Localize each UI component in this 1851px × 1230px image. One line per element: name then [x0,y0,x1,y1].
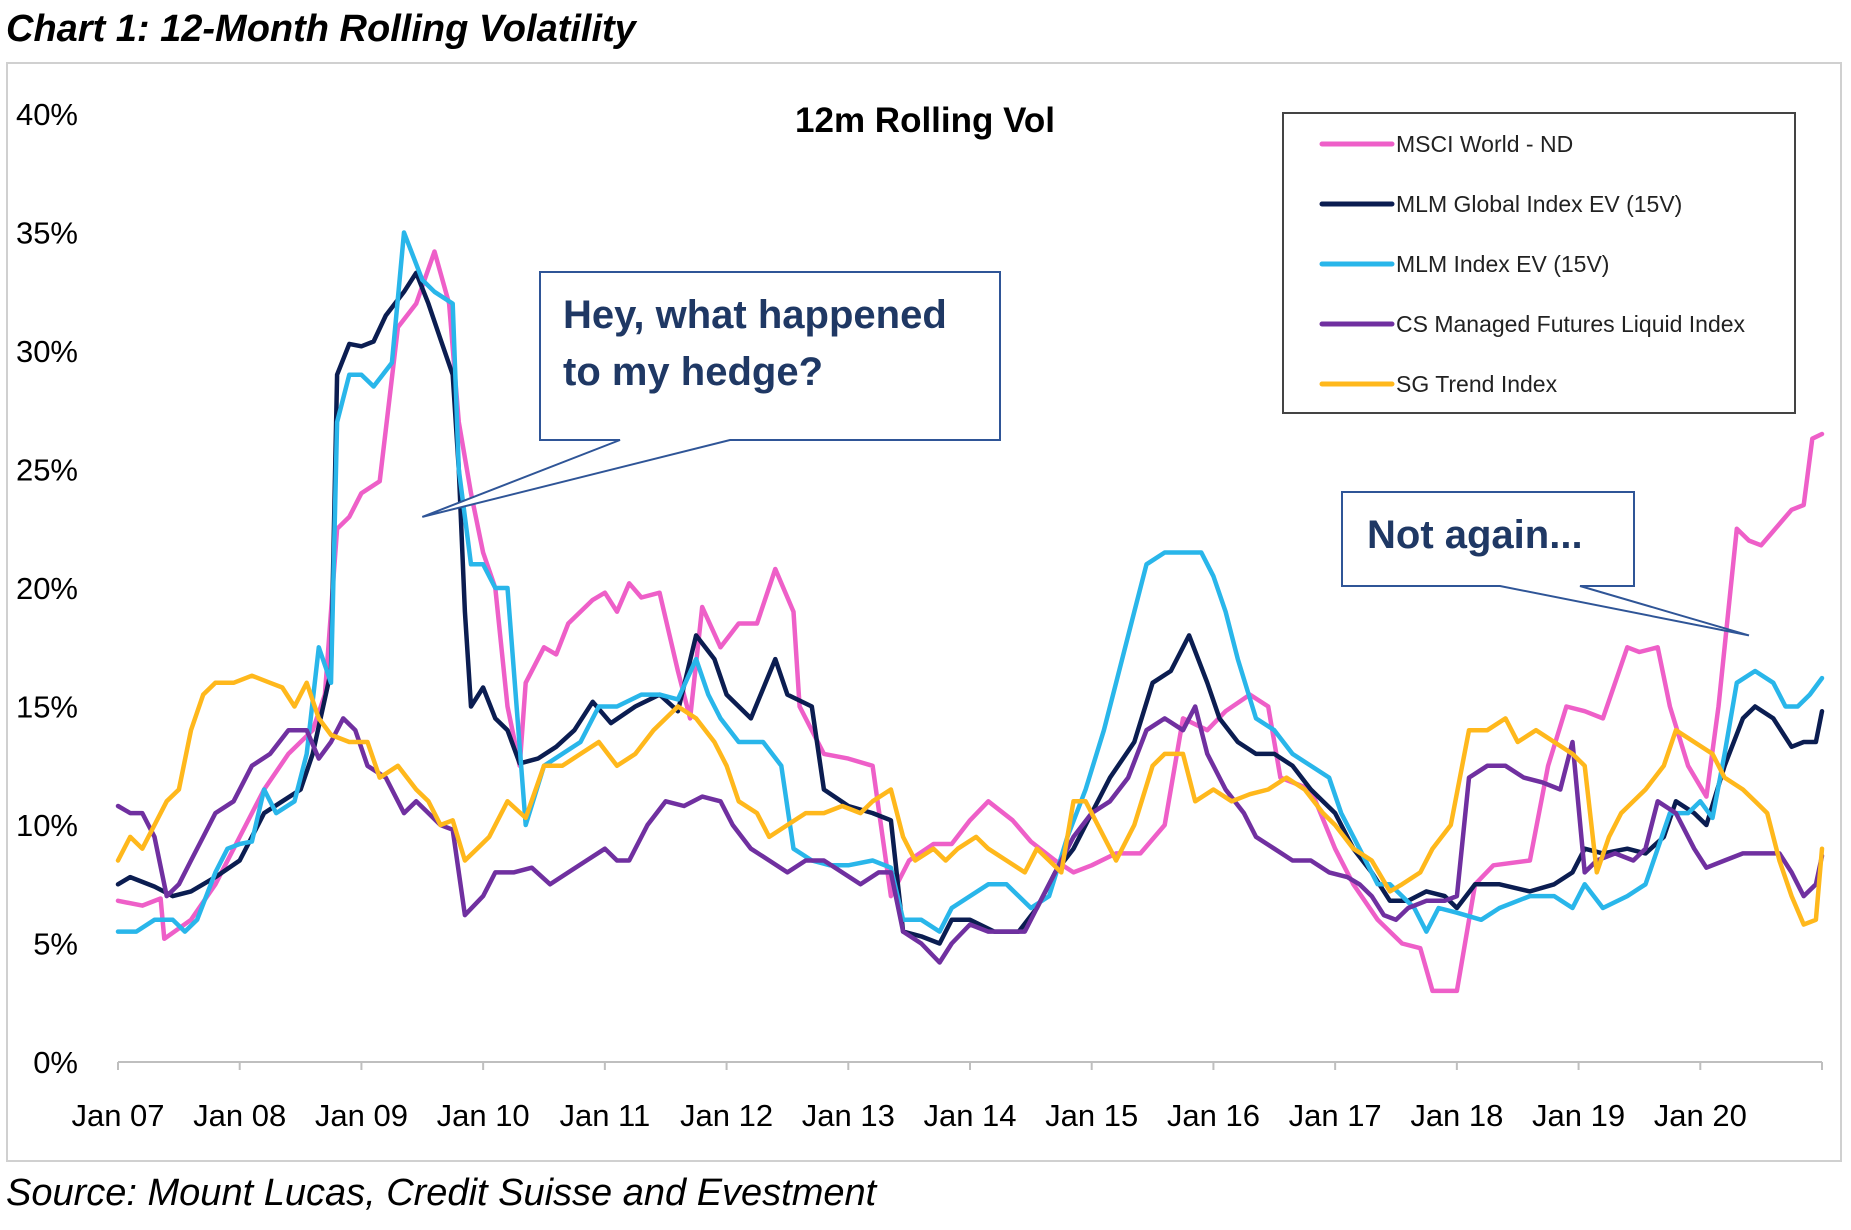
y-axis: 0% 5% 10% 15% 20% 25% 30% 35% 40% [16,97,78,1080]
y-tick-label: 15% [16,690,78,725]
series-line [115,673,1825,927]
x-tick-label: Jan 10 [437,1098,530,1133]
legend-label: CS Managed Futures Liquid Index [1396,311,1746,337]
x-tick-label: Jan 20 [1654,1098,1747,1133]
callout: Not again... [1341,491,1750,637]
callout: Hey, what happened to my hedge? [421,271,1001,518]
source-note: Source: Mount Lucas, Credit Suisse and E… [6,1172,877,1214]
y-tick-label: 35% [16,216,78,251]
x-tick-label: Jan 18 [1410,1098,1503,1133]
legend-label: SG Trend Index [1396,371,1558,397]
series-line [115,230,1825,934]
x-tick-label: Jan 11 [559,1098,650,1133]
callout-layer: Hey, what happened to my hedge? Not again.… [421,271,1750,637]
y-tick-label: 40% [16,97,78,132]
y-tick-label: 25% [16,453,78,488]
series-line [115,249,1825,994]
x-tick-label: Jan 17 [1289,1098,1382,1133]
x-tick-label: Jan 08 [193,1098,286,1133]
y-tick-label: 5% [33,927,78,962]
callout-box [421,271,1001,518]
legend-label: MLM Global Index EV (15V) [1396,191,1682,217]
legend-box [1282,112,1796,414]
x-tick-label: Jan 09 [315,1098,408,1133]
x-tick-label: Jan 15 [1045,1098,1138,1133]
callout-text: Not again... [1367,513,1583,557]
x-tick-label: Jan 07 [71,1098,164,1133]
chart-heading: Chart 1: 12-Month Rolling Volatility [6,8,636,50]
x-tick-label: Jan 16 [1167,1098,1260,1133]
chart-title: 12m Rolling Vol [795,101,1055,140]
x-axis: Jan 07 Jan 08 Jan 09 Jan 10 Jan 11 Jan 12 Jan … [71,1061,1823,1133]
legend: MSCI World - ND MLM Global Index EV (15V)… [1282,112,1796,414]
series-layer [115,230,1825,994]
y-tick-label: 20% [16,571,78,606]
legend-label: MSCI World - ND [1396,131,1573,157]
callout-text: to my hedge? [563,350,823,394]
callout-text: Hey, what happened [563,293,947,337]
callout-box [1341,491,1750,637]
x-tick-label: Jan 14 [923,1098,1016,1133]
series-line [115,704,1825,965]
y-tick-label: 30% [16,334,78,369]
y-tick-label: 0% [33,1045,78,1080]
x-tick-label: Jan 19 [1532,1098,1625,1133]
x-tick-label: Jan 13 [802,1098,895,1133]
y-tick-label: 10% [16,808,78,843]
series-line [115,270,1825,946]
x-tick-label: Jan 12 [680,1098,773,1133]
legend-label: MLM Index EV (15V) [1396,251,1609,277]
